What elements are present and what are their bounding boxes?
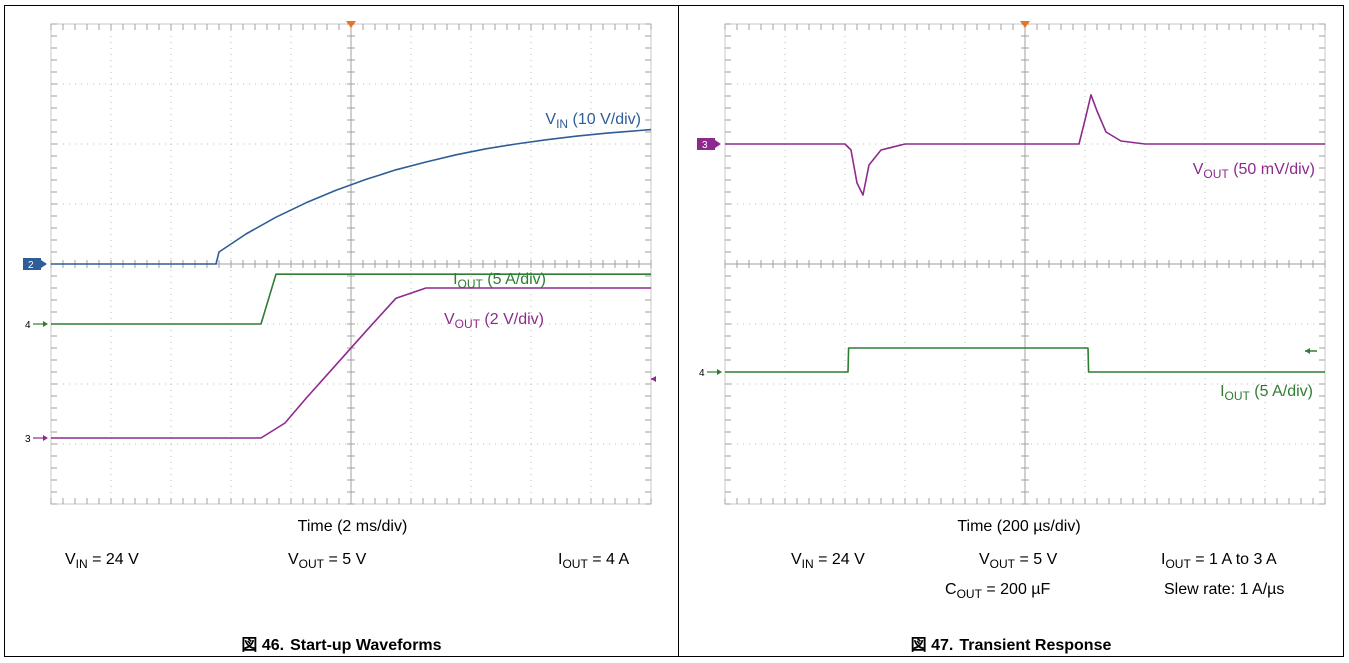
trace-iout [725, 347, 1325, 373]
condition-iout: IOUT = 1 A to 3 A [1161, 551, 1277, 571]
channel-number: 2 [28, 260, 34, 271]
condition-cout: COUT = 200 µF [945, 581, 1051, 601]
trigger-marker-icon [1020, 21, 1030, 28]
series-label-iout: IOUT (5 A/div) [1220, 383, 1313, 403]
figure-title: Transient Response [959, 637, 1112, 654]
scope-display-transient: 3 VOUT (50 mV/div) 4 IOUT (5 A/div) [697, 21, 1326, 505]
condition-vin: VIN = 24 V [65, 551, 139, 571]
channel-marker-3: 3 [697, 138, 721, 151]
channel-arrow-icon [717, 369, 722, 375]
graticule: 3 VOUT (50 mV/div) 4 IOUT (5 A/div) [697, 21, 1326, 505]
figure-number: 図 47. [910, 637, 954, 654]
trace-vout [51, 287, 651, 439]
channel-marker-4: 4 [25, 320, 48, 331]
channel-marker-4: 4 [699, 368, 722, 379]
channel-arrow-icon [41, 260, 47, 268]
figure-number: 図 46. [241, 637, 285, 654]
figure-caption: 図 47. Transient Response [679, 631, 1343, 655]
condition-iout: IOUT = 4 A [558, 551, 630, 571]
series-label-vin: VIN (10 V/div) [545, 111, 641, 131]
channel-arrow-icon [715, 140, 721, 148]
channel-arrow-icon [43, 435, 48, 441]
time-axis-label: Time (200 µs/div) [957, 518, 1081, 535]
trace-vout [725, 94, 1325, 196]
trace-vin [51, 128, 652, 265]
offset-arrow-icon [1305, 348, 1317, 354]
time-axis-label: Time (2 ms/div) [297, 518, 408, 535]
figure-caption: 図 46. Start-up Waveforms [5, 631, 678, 655]
series-label-vout: VOUT (2 V/div) [444, 311, 544, 331]
channel-marker-3: 3 [25, 434, 48, 445]
trace-iout [51, 273, 651, 325]
series-label-vout: VOUT (50 mV/div) [1193, 161, 1315, 181]
channel-number: 4 [25, 320, 31, 331]
figure-panel-transient: 3 VOUT (50 mV/div) 4 IOUT (5 A/div) Time (2… [678, 5, 1344, 657]
channel-arrow-icon [43, 321, 48, 327]
channel-badge [697, 138, 715, 150]
channel-number: 3 [25, 434, 31, 445]
condition-vout: VOUT = 5 V [288, 551, 367, 571]
condition-slew-rate: Slew rate: 1 A/µs [1164, 581, 1285, 598]
condition-vout: VOUT = 5 V [979, 551, 1058, 571]
channel-marker-2: 2 [23, 258, 47, 271]
offset-arrow-icon [651, 376, 656, 382]
channel-badge [23, 258, 41, 270]
channel-number: 4 [699, 368, 705, 379]
figure-title: Start-up Waveforms [290, 637, 442, 654]
channel-number: 3 [702, 140, 708, 151]
figure-panel-startup: 2 VIN (10 V/div) 4 IOUT (5 A/div) 3 VOUT (2 V… [4, 5, 679, 657]
trigger-marker-icon [346, 21, 356, 28]
condition-vin: VIN = 24 V [791, 551, 865, 571]
